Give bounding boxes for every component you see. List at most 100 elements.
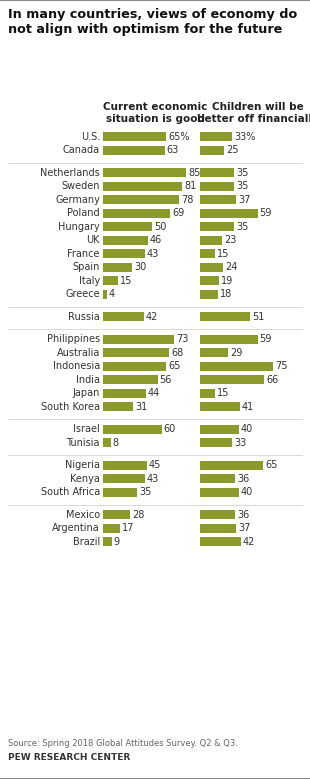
- Text: 37: 37: [238, 523, 250, 534]
- Bar: [200, 182, 234, 191]
- Text: 18: 18: [219, 289, 232, 299]
- Text: 51: 51: [252, 312, 264, 322]
- Text: Brazil: Brazil: [73, 537, 100, 547]
- Text: Source: Spring 2018 Global Attitudes Survey. Q2 & Q3.: Source: Spring 2018 Global Attitudes Sur…: [8, 739, 238, 748]
- Text: 37: 37: [238, 195, 250, 205]
- Bar: [103, 488, 137, 497]
- Bar: [200, 439, 232, 447]
- Text: 44: 44: [148, 388, 160, 398]
- Bar: [200, 236, 223, 245]
- Text: 60: 60: [164, 425, 176, 434]
- Text: Argentina: Argentina: [52, 523, 100, 534]
- Text: Nigeria: Nigeria: [65, 460, 100, 471]
- Text: 65: 65: [168, 361, 181, 372]
- Text: 35: 35: [139, 487, 152, 497]
- Bar: [200, 361, 273, 371]
- Bar: [200, 389, 215, 398]
- Bar: [200, 348, 228, 358]
- Text: 35: 35: [236, 222, 249, 231]
- Bar: [200, 263, 224, 272]
- Text: 17: 17: [122, 523, 134, 534]
- Text: 69: 69: [172, 208, 185, 218]
- Text: Italy: Italy: [79, 276, 100, 286]
- Text: 33: 33: [234, 438, 246, 448]
- Text: 42: 42: [243, 537, 255, 547]
- Bar: [200, 425, 239, 434]
- Text: Germany: Germany: [55, 195, 100, 205]
- Bar: [200, 277, 219, 285]
- Text: 59: 59: [259, 334, 272, 344]
- Text: Greece: Greece: [65, 289, 100, 299]
- Text: 43: 43: [147, 474, 159, 484]
- Text: 8: 8: [113, 438, 119, 448]
- Bar: [200, 168, 234, 178]
- Text: Australia: Australia: [57, 347, 100, 358]
- Text: 42: 42: [146, 312, 158, 322]
- Bar: [103, 168, 186, 178]
- Text: 28: 28: [132, 509, 145, 520]
- Text: 23: 23: [224, 235, 237, 245]
- Bar: [103, 425, 162, 434]
- Bar: [103, 348, 169, 358]
- Text: 73: 73: [176, 334, 189, 344]
- Bar: [103, 439, 111, 447]
- Text: 85: 85: [188, 167, 200, 178]
- Text: 35: 35: [236, 167, 249, 178]
- Bar: [200, 290, 218, 299]
- Text: 45: 45: [149, 460, 161, 471]
- Bar: [200, 474, 235, 483]
- Bar: [103, 196, 179, 204]
- Text: 36: 36: [237, 474, 250, 484]
- Text: Japan: Japan: [73, 388, 100, 398]
- Bar: [200, 510, 235, 520]
- Text: France: France: [68, 249, 100, 259]
- Text: South Africa: South Africa: [41, 487, 100, 497]
- Text: Poland: Poland: [67, 208, 100, 218]
- Text: Spain: Spain: [73, 263, 100, 272]
- Text: Canada: Canada: [63, 145, 100, 155]
- Text: 75: 75: [275, 361, 288, 372]
- Bar: [200, 249, 215, 259]
- Bar: [103, 263, 132, 272]
- Text: 15: 15: [217, 249, 229, 259]
- Text: 9: 9: [114, 537, 120, 547]
- Bar: [200, 523, 236, 533]
- Text: 81: 81: [184, 182, 196, 192]
- Bar: [200, 375, 264, 384]
- Bar: [103, 474, 145, 483]
- Text: 65: 65: [265, 460, 278, 471]
- Bar: [103, 361, 166, 371]
- Bar: [103, 510, 130, 520]
- Bar: [200, 402, 240, 411]
- Bar: [103, 312, 144, 321]
- Bar: [103, 375, 158, 384]
- Text: 40: 40: [241, 487, 253, 497]
- Text: PEW RESEARCH CENTER: PEW RESEARCH CENTER: [8, 753, 130, 762]
- Bar: [200, 222, 234, 231]
- Bar: [200, 209, 258, 218]
- Text: Current economic
situation is good: Current economic situation is good: [103, 102, 207, 124]
- Text: 29: 29: [230, 347, 243, 358]
- Text: Israel: Israel: [73, 425, 100, 434]
- Text: Mexico: Mexico: [66, 509, 100, 520]
- Bar: [200, 538, 241, 546]
- Text: 31: 31: [135, 402, 148, 412]
- Text: 63: 63: [166, 145, 179, 155]
- Bar: [200, 196, 236, 204]
- Text: India: India: [76, 375, 100, 385]
- Text: 40: 40: [241, 425, 253, 434]
- Bar: [103, 132, 166, 141]
- Bar: [103, 335, 174, 344]
- Text: 30: 30: [134, 263, 147, 272]
- Bar: [103, 402, 133, 411]
- Bar: [103, 236, 148, 245]
- Text: 35: 35: [236, 182, 249, 192]
- Text: 78: 78: [181, 195, 193, 205]
- Bar: [103, 460, 147, 470]
- Text: 36: 36: [237, 509, 250, 520]
- Bar: [103, 146, 165, 155]
- Text: U.S.: U.S.: [81, 132, 100, 142]
- Text: 24: 24: [225, 263, 238, 272]
- Text: 25: 25: [226, 145, 239, 155]
- Bar: [103, 277, 118, 285]
